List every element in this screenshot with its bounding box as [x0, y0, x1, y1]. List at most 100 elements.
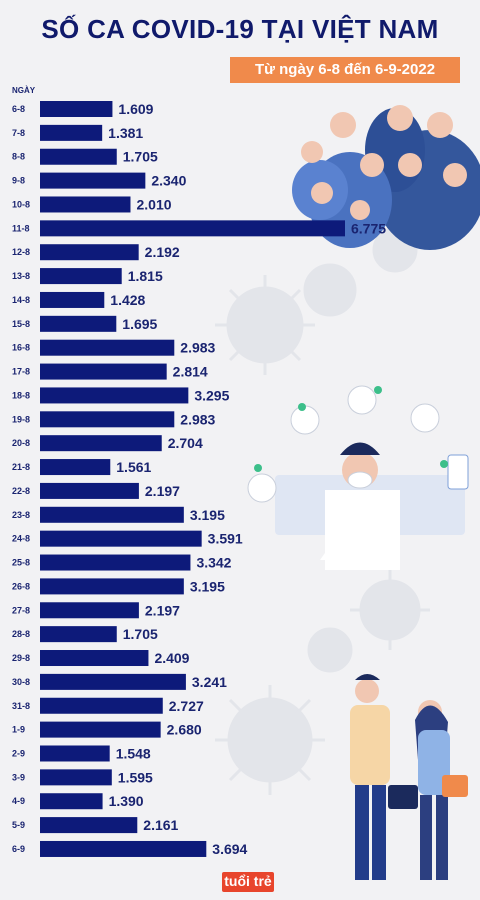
bar-15-8	[40, 315, 117, 332]
bar-28-8	[40, 626, 117, 643]
category-label: 18-8	[12, 390, 30, 400]
category-label: 5-9	[12, 820, 25, 830]
bar-9-8	[40, 172, 146, 189]
category-label: 13-8	[12, 271, 30, 281]
value-label: 1.815	[128, 268, 163, 284]
category-label: 17-8	[12, 367, 30, 377]
value-label: 1.609	[118, 101, 153, 117]
value-label: 1.381	[108, 125, 143, 141]
value-label: 3.195	[190, 578, 225, 594]
bar-12-8	[40, 244, 139, 261]
bar-24-8	[40, 530, 202, 547]
category-label: 27-8	[12, 605, 30, 615]
category-label: 6-9	[12, 844, 25, 854]
value-label: 1.705	[123, 149, 158, 165]
bar-27-8	[40, 602, 139, 619]
category-label: 16-8	[12, 343, 30, 353]
date-range-subtitle: Từ ngày 6-8 đến 6-9-2022	[230, 57, 460, 83]
value-label: 2.704	[168, 435, 203, 451]
value-label: 3.241	[192, 674, 227, 690]
category-label: 30-8	[12, 677, 30, 687]
value-label: 2.340	[151, 173, 186, 189]
value-label: 1.595	[118, 769, 153, 785]
bar-5-9	[40, 817, 138, 834]
category-label: 11-8	[12, 223, 30, 233]
virus-spikes	[215, 275, 430, 795]
bar-21-8	[40, 459, 111, 476]
category-label: 9-8	[12, 176, 25, 186]
value-label: 6.775	[351, 220, 386, 236]
category-label: 6-8	[12, 104, 25, 114]
value-label: 3.195	[190, 507, 225, 523]
bar-18-8	[40, 387, 189, 404]
value-label: 1.695	[122, 316, 157, 332]
value-label: 2.161	[143, 817, 178, 833]
category-label: 23-8	[12, 510, 30, 520]
category-label: 4-9	[12, 796, 25, 806]
category-label: 24-8	[12, 534, 30, 544]
value-label: 1.428	[110, 292, 145, 308]
category-label: 10-8	[12, 199, 30, 209]
value-label: 2.192	[145, 244, 180, 260]
value-label: 2.983	[180, 340, 215, 356]
category-label: 26-8	[12, 581, 30, 591]
bar-10-8	[40, 196, 131, 213]
category-label: 31-8	[12, 701, 30, 711]
category-label: 19-8	[12, 414, 30, 424]
bar-11-8	[40, 220, 345, 237]
category-label: 25-8	[12, 558, 30, 568]
category-label: 20-8	[12, 438, 30, 448]
category-label: 21-8	[12, 462, 30, 472]
value-label: 2.010	[136, 196, 171, 212]
value-label: 1.561	[116, 459, 151, 475]
value-label: 3.342	[196, 555, 231, 571]
category-label: 3-9	[12, 772, 25, 782]
page-title: SỐ CA COVID-19 TẠI VIỆT NAM	[41, 14, 439, 44]
value-label: 2.680	[167, 722, 202, 738]
bar-6-9	[40, 840, 207, 857]
category-label: 29-8	[12, 653, 30, 663]
value-label: 2.197	[145, 602, 180, 618]
bar-29-8	[40, 650, 149, 667]
category-label: 1-9	[12, 725, 25, 735]
bar-19-8	[40, 411, 175, 428]
doctor-illustration	[247, 385, 469, 570]
category-label: 28-8	[12, 629, 30, 639]
bar-6-8	[40, 101, 113, 117]
bar-13-8	[40, 268, 122, 285]
bar-14-8	[40, 291, 105, 308]
value-label: 3.591	[208, 531, 243, 547]
bar-16-8	[40, 339, 175, 356]
bar-30-8	[40, 673, 186, 690]
category-label: 7-8	[12, 128, 25, 138]
category-label: 15-8	[12, 319, 30, 329]
value-label: 2.727	[169, 698, 204, 714]
bar-22-8	[40, 482, 139, 499]
people-walking-illustration	[350, 674, 468, 880]
value-label: 1.705	[123, 626, 158, 642]
bar-25-8	[40, 554, 191, 571]
value-label: 3.694	[212, 841, 247, 857]
bar-26-8	[40, 578, 184, 595]
value-label: 2.983	[180, 411, 215, 427]
value-label: 2.197	[145, 483, 180, 499]
category-label: 2-9	[12, 748, 25, 758]
bar-23-8	[40, 506, 184, 523]
value-label: 2.814	[173, 364, 208, 380]
value-label: 3.295	[194, 387, 229, 403]
bar-31-8	[40, 697, 163, 714]
bar-20-8	[40, 435, 162, 452]
category-label: 22-8	[12, 486, 30, 496]
value-label: 1.390	[109, 793, 144, 809]
category-label: 8-8	[12, 152, 25, 162]
bar-1-9	[40, 721, 161, 738]
y-axis-label: NGÀY	[12, 86, 36, 95]
bar-3-9	[40, 769, 112, 786]
bar-8-8	[40, 148, 117, 165]
value-label: 2.409	[154, 650, 189, 666]
bar-7-8	[40, 124, 103, 141]
category-label: 12-8	[12, 247, 30, 257]
value-label: 1.548	[116, 745, 151, 761]
category-label: 14-8	[12, 295, 30, 305]
